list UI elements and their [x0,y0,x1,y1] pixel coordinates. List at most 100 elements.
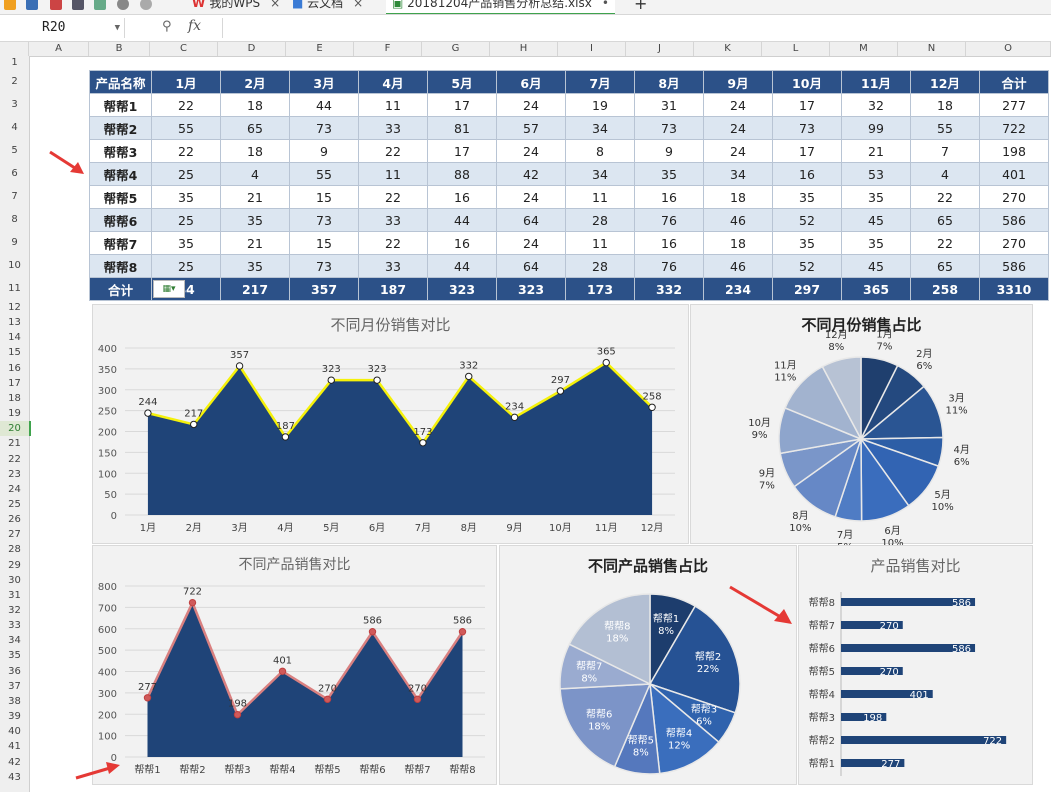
column-header[interactable]: L [762,42,830,56]
table-cell[interactable]: 24 [703,116,773,140]
row-header[interactable]: 40 [8,726,21,738]
table-cell[interactable]: 722 [979,116,1049,140]
total-cell[interactable]: 323 [496,277,566,301]
table-cell[interactable]: 21 [220,185,290,209]
row-header[interactable]: 16 [8,362,21,374]
row-header[interactable]: 15 [8,347,21,359]
table-cell[interactable]: 18 [703,231,773,255]
column-header-cell[interactable]: 2月 [220,70,290,94]
table-cell[interactable]: 55 [289,162,359,186]
column-header-cell[interactable]: 11月 [841,70,911,94]
row-header[interactable]: 10 [8,260,21,271]
table-cell[interactable]: 24 [496,139,566,163]
row-header[interactable]: 24 [8,483,21,495]
table-cell[interactable]: 17 [772,139,842,163]
new-tab-button[interactable]: + [634,0,648,13]
table-cell[interactable]: 76 [634,254,704,278]
table-cell[interactable]: 15 [289,185,359,209]
table-cell[interactable]: 33 [358,116,428,140]
table-cell[interactable]: 76 [634,208,704,232]
table-cell[interactable]: 31 [634,93,704,117]
open-folder-icon[interactable] [4,0,16,10]
table-cell[interactable]: 35 [220,208,290,232]
table-cell[interactable]: 45 [841,208,911,232]
row-header[interactable]: 31 [8,589,21,601]
row-header[interactable]: 23 [8,468,21,480]
table-cell[interactable]: 35 [634,162,704,186]
row-header[interactable]: 2 [11,76,18,87]
row-header[interactable]: 11 [8,283,21,294]
total-cell[interactable]: 258 [910,277,980,301]
table-cell[interactable]: 277 [979,93,1049,117]
table-cell[interactable]: 24 [496,231,566,255]
total-cell[interactable]: 234 [703,277,773,301]
row-header[interactable]: 3 [11,99,18,110]
row-header[interactable]: 5 [11,145,18,156]
table-cell[interactable]: 99 [841,116,911,140]
table-cell[interactable]: 44 [427,208,497,232]
column-header[interactable]: M [830,42,898,56]
table-cell[interactable]: 25 [151,162,221,186]
preview-icon[interactable] [94,0,106,10]
total-cell[interactable]: 合计 [89,277,152,301]
table-cell[interactable]: 16 [634,231,704,255]
chevron-down-icon[interactable]: ▼ [114,23,120,33]
table-cell[interactable]: 46 [703,208,773,232]
table-cell[interactable]: 22 [358,139,428,163]
column-header[interactable]: K [694,42,762,56]
row-header[interactable]: 32 [8,605,21,616]
unsaved-dot-icon[interactable]: • [601,0,609,10]
table-cell[interactable]: 32 [841,93,911,117]
table-cell[interactable]: 73 [634,116,704,140]
monthly-sales-chart[interactable]: 不同月份销售对比 0 50 100 150 200 250 300 350 400 244 1月 21… [92,304,689,544]
table-cell[interactable]: 25 [151,208,221,232]
row-header[interactable]: 8 [11,214,18,225]
table-cell[interactable]: 22 [910,185,980,209]
table-cell[interactable]: 73 [289,116,359,140]
monthly-share-chart[interactable]: 不同月份销售占比 1月7%2月6%3月11%4月6%5月10%6月10%7月5%… [690,304,1033,545]
table-cell[interactable]: 22 [151,93,221,117]
table-cell[interactable]: 22 [358,185,428,209]
table-cell[interactable]: 73 [772,116,842,140]
column-header[interactable]: C [150,42,218,56]
column-header-cell[interactable]: 4月 [358,70,428,94]
column-header[interactable]: G [422,42,490,56]
row-header[interactable]: 4 [11,122,18,133]
column-header-cell[interactable]: 9月 [703,70,773,94]
row-header[interactable]: 7 [11,191,18,202]
row-header[interactable]: 34 [8,635,21,647]
row-header[interactable]: 6 [11,168,18,179]
table-cell[interactable]: 24 [703,93,773,117]
row-header[interactable]: 39 [8,711,21,723]
table-cell[interactable]: 24 [496,185,566,209]
table-cell[interactable]: 35 [220,254,290,278]
name-box[interactable]: R20 ▼ [0,18,125,38]
table-cell[interactable]: 45 [841,254,911,278]
total-cell[interactable]: 3310 [979,277,1049,301]
table-cell[interactable]: 7 [910,139,980,163]
table-cell[interactable]: 16 [427,185,497,209]
table-cell[interactable]: 16 [427,231,497,255]
tab-workbook[interactable]: ▣ 20181204产品销售分析总结.xlsx • [386,0,615,14]
table-cell[interactable]: 18 [220,139,290,163]
redo-icon[interactable] [140,0,152,10]
table-cell[interactable]: 18 [910,93,980,117]
table-cell[interactable]: 55 [151,116,221,140]
table-cell[interactable]: 9 [289,139,359,163]
row-header[interactable]: 29 [8,559,21,571]
table-cell[interactable]: 帮帮1 [89,93,152,117]
row-header[interactable]: 38 [8,695,21,707]
table-cell[interactable]: 15 [289,231,359,255]
table-cell[interactable]: 22 [910,231,980,255]
table-cell[interactable]: 24 [496,93,566,117]
table-cell[interactable]: 65 [220,116,290,140]
column-header-cell[interactable]: 5月 [427,70,497,94]
column-header[interactable]: I [558,42,626,56]
column-header-cell[interactable]: 3月 [289,70,359,94]
table-cell[interactable]: 81 [427,116,497,140]
table-cell[interactable]: 34 [703,162,773,186]
total-cell[interactable]: 365 [841,277,911,301]
table-cell[interactable]: 88 [427,162,497,186]
table-cell[interactable]: 44 [427,254,497,278]
fx-icon[interactable]: fx [188,18,202,34]
